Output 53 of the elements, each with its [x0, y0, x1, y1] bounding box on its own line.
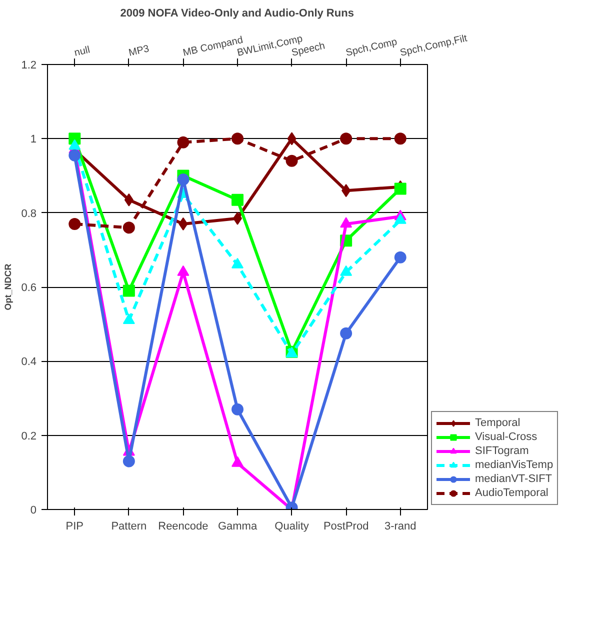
- point: [122, 455, 135, 468]
- point: [177, 265, 190, 276]
- legend-label: medianVisTemp: [475, 458, 554, 472]
- chart-title: 2009 NOFA Video-Only and Audio-Only Runs: [120, 8, 354, 20]
- y-tick-label: 0.6: [21, 282, 37, 294]
- point: [124, 193, 134, 206]
- point: [232, 194, 244, 206]
- legend-label: Visual-Cross: [475, 430, 538, 444]
- legend-label: Temporal: [475, 416, 520, 430]
- legend-label: SIFTogram: [475, 444, 529, 458]
- point: [340, 132, 352, 145]
- point: [394, 213, 406, 224]
- y-tick-label: 0.2: [21, 430, 37, 442]
- legend-label: medianVT-SIFT: [475, 472, 552, 486]
- point: [122, 222, 135, 234]
- point: [287, 132, 296, 146]
- point: [178, 217, 188, 230]
- text: MP3: [128, 44, 151, 59]
- legend-label: AudioTemporal: [475, 486, 548, 500]
- point: [394, 132, 406, 145]
- point: [340, 217, 352, 228]
- point: [122, 284, 135, 297]
- point: [68, 149, 81, 162]
- point: [68, 218, 81, 230]
- point: [177, 136, 190, 148]
- point: [340, 327, 352, 340]
- x-tick-label: Quality: [274, 520, 310, 532]
- x-tick-label: PIP: [66, 520, 84, 532]
- text: null: [73, 44, 92, 59]
- x-tick-label: PostProd: [323, 520, 369, 532]
- y-tick-label: 1: [30, 134, 37, 146]
- x-tick-label: Reencode: [158, 520, 208, 532]
- point: [232, 258, 244, 268]
- point: [68, 139, 81, 150]
- point: [177, 173, 190, 186]
- y-axis-title: Opt_NDCR: [3, 263, 14, 310]
- point: [342, 184, 351, 198]
- point: [232, 132, 244, 145]
- x-tick-label: 3-rand: [384, 520, 416, 532]
- x-tick-label: Gamma: [218, 520, 258, 532]
- y-tick-label: 1.2: [21, 60, 37, 72]
- point: [122, 314, 135, 324]
- y-tick-label: 0: [30, 504, 37, 516]
- point: [394, 251, 406, 264]
- x-tick-label: Pattern: [111, 520, 147, 532]
- point: [232, 403, 244, 416]
- point: [340, 265, 352, 276]
- y-tick-label: 0.4: [21, 356, 37, 368]
- point: [232, 456, 244, 467]
- y-tick-label: 0.8: [21, 208, 37, 220]
- point: [286, 154, 298, 167]
- point: [394, 182, 406, 195]
- text: Spch,Comp: [344, 36, 399, 59]
